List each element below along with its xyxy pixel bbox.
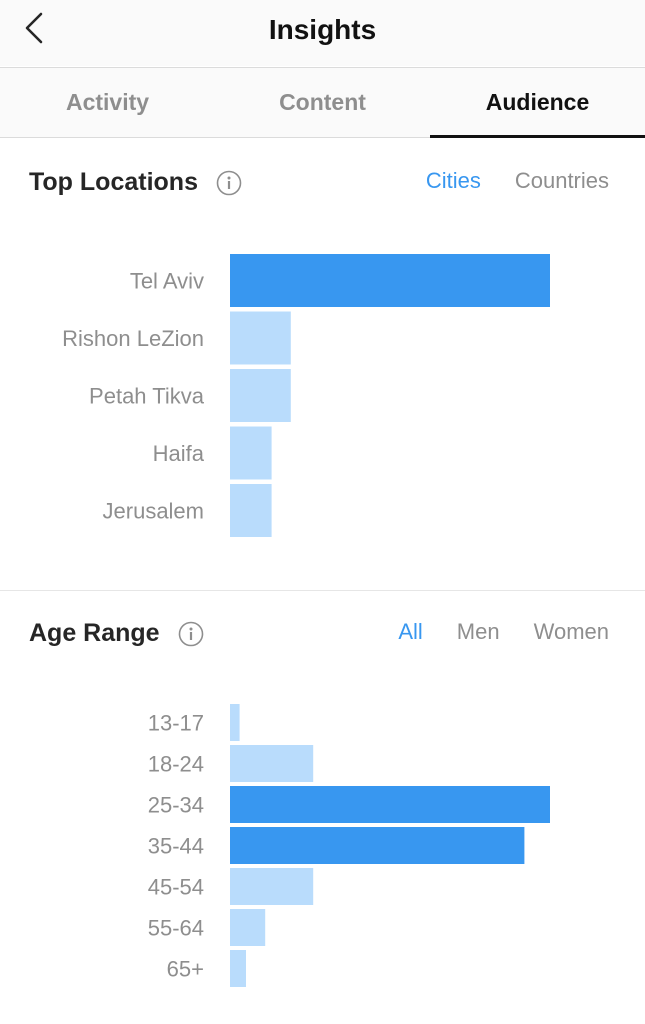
age-label-0: 13-17 [148,711,204,736]
tab-audience[interactable]: Audience [430,68,645,138]
location-label-0: Tel Aviv [130,269,204,294]
tab-content[interactable]: Content [279,89,366,115]
info-icon[interactable] [216,170,242,196]
filter-countries[interactable]: Countries [514,168,609,193]
location-bar-1 [230,311,291,365]
age-label-4: 45-54 [148,875,204,900]
location-bar-3 [230,426,272,480]
filter-cities[interactable]: Cities [425,168,481,193]
age-bar-3 [230,827,525,864]
section-divider [0,590,645,591]
age-range-chart: 13-17 18-24 25-34 35-44 45-54 55-64 65+ [0,700,645,1000]
age-bar-5 [230,909,266,946]
location-bar-0 [230,254,550,307]
location-bar-2 [230,369,291,422]
page-title: Insights [268,14,377,45]
age-bar-4 [230,868,314,905]
top-locations-chart: Tel Aviv Rishon LeZion Petah Tikva Haifa Jer… [0,240,645,550]
chevron-left-icon [25,12,43,44]
location-bar-4 [230,484,272,537]
age-label-2: 25-34 [148,793,204,818]
age-range-title-wrap: Age Range [29,619,204,648]
age-label-3: 35-44 [148,834,204,859]
age-label-5: 55-64 [148,916,204,941]
age-label-6: 65+ [167,957,204,982]
location-label-4: Jerusalem [103,499,204,524]
age-label-1: 18-24 [148,752,204,777]
top-locations-header: Top Locations Cities Countries [0,168,645,218]
top-locations-title: Top Locations [29,168,198,196]
top-bar: Insights [0,0,645,66]
age-range-title: Age Range [29,619,160,647]
top-locations-title-wrap: Top Locations [29,168,242,197]
filter-all[interactable]: All [398,619,423,644]
filter-women[interactable]: Women [533,619,609,644]
tab-activity[interactable]: Activity [65,89,150,115]
filter-men[interactable]: Men [456,619,500,644]
age-bar-0 [230,704,240,741]
location-label-3: Haifa [153,441,205,466]
location-label-2: Petah Tikva [89,384,205,409]
insights-tabs: Activity Content Audience [0,67,645,138]
location-label-1: Rishon LeZion [62,326,204,351]
info-icon[interactable] [178,621,204,647]
age-filters: All Men Women [398,619,609,645]
age-bar-1 [230,745,314,782]
age-bar-6 [230,950,246,987]
back-button[interactable] [14,8,54,48]
top-locations-svg: Tel Aviv Rishon LeZion Petah Tikva Haifa Jer… [62,254,550,537]
age-bar-2 [230,786,550,823]
location-filters: Cities Countries [426,168,609,194]
age-range-header: Age Range All Men Women [0,619,645,669]
age-range-svg: 13-17 18-24 25-34 35-44 45-54 55-64 65+ [148,704,550,987]
